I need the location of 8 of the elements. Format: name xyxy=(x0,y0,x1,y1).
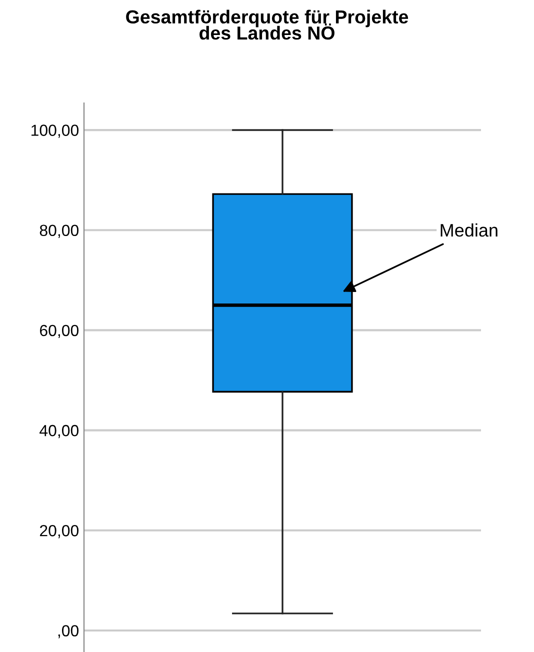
annotation: Median xyxy=(440,223,498,237)
y-tick-label: 60,00 xyxy=(40,324,79,338)
y-tick-label: ,00 xyxy=(58,625,79,638)
y-tick-label: 20,00 xyxy=(40,525,79,538)
y-tick-label: 80,00 xyxy=(40,224,79,238)
y-tick-label: 100,00 xyxy=(32,124,79,138)
chart-title: Gesamtförderquote für Projekte des Landes NÖ xyxy=(126,10,408,40)
y-tick-label: 40,00 xyxy=(40,424,79,438)
